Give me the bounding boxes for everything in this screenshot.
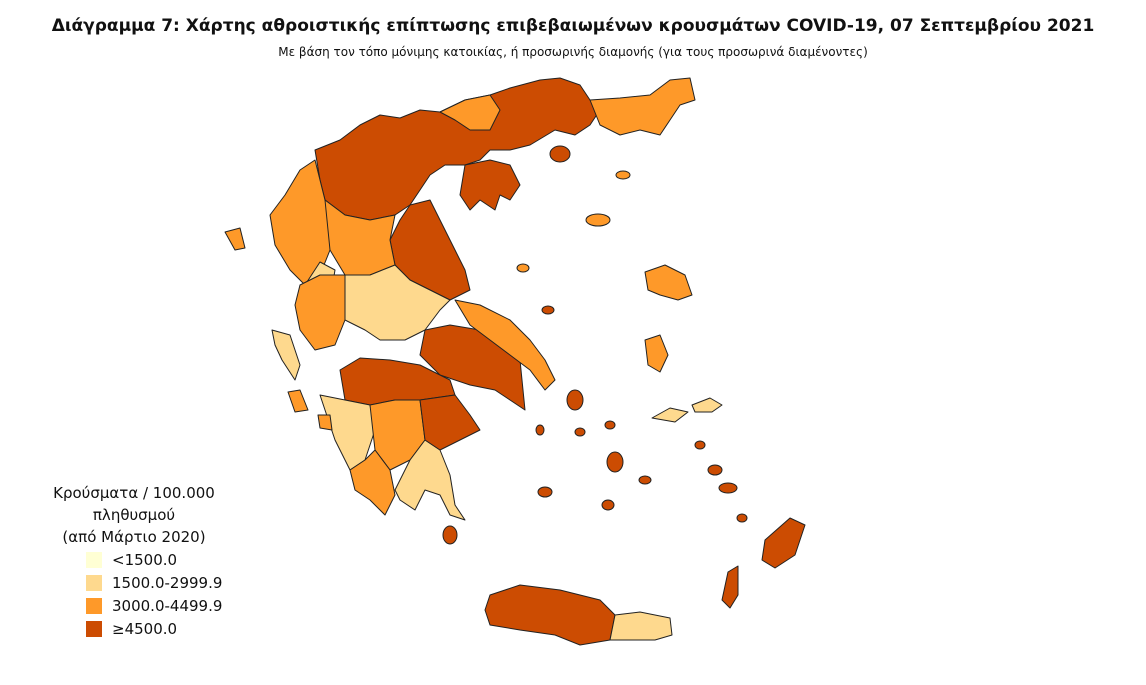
map-subtitle: Με βάση τον τόπο μόνιμης κατοικίας, ή πρ… (278, 45, 868, 59)
legend-label: 3000.0-4499.9 (112, 596, 223, 615)
legend-title: Κρούσματα / 100.000 πληθυσμού (53, 484, 215, 524)
legend-swatch (86, 551, 102, 568)
legend-swatch (86, 597, 102, 614)
legend-title: (από Μάρτιο 2020) (62, 528, 206, 546)
legend-item: 3000.0-4499.9 (86, 594, 254, 617)
legend-items: <1500.0 1500.0-2999.9 3000.0-4499.9 ≥4500.0 (14, 548, 254, 640)
legend-label: 1500.0-2999.9 (112, 573, 223, 592)
legend: Κρούσματα / 100.000 πληθυσμού (από Μάρτι… (14, 482, 254, 640)
legend-label: <1500.0 (112, 550, 178, 569)
legend-item: ≥4500.0 (86, 617, 254, 640)
regions (224, 77, 806, 646)
legend-label: ≥4500.0 (112, 619, 178, 638)
legend-swatch (86, 574, 102, 591)
legend-item: <1500.0 (86, 548, 254, 571)
map-title: Διάγραμμα 7: Χάρτης αθροιστικής επίπτωση… (51, 16, 1095, 36)
legend-swatch (86, 620, 102, 637)
legend-item: 1500.0-2999.9 (86, 571, 254, 594)
